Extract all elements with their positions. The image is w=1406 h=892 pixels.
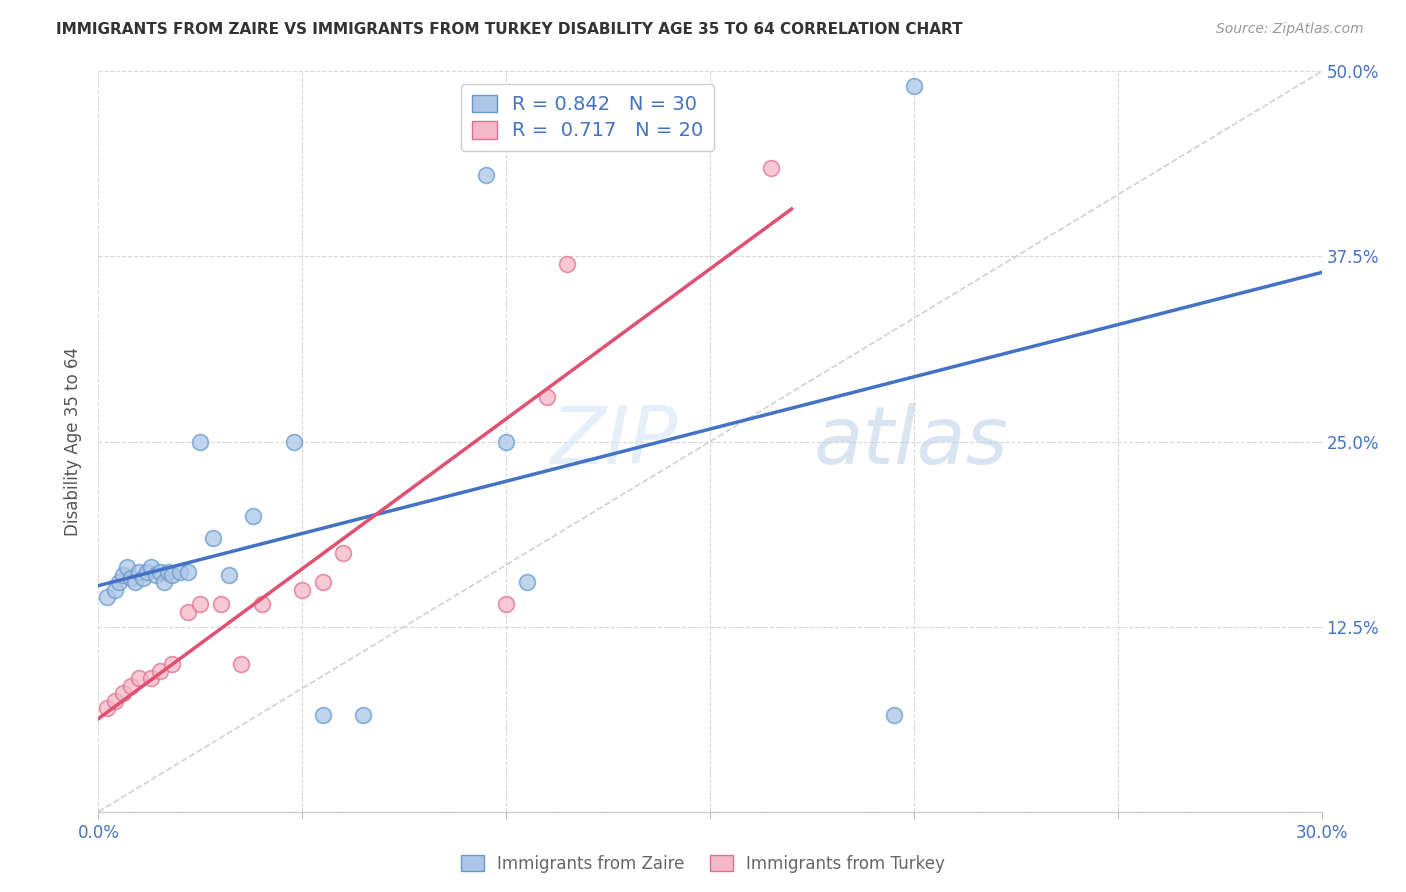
Point — [883, 708, 905, 723]
Point — [283, 434, 305, 449]
Point — [160, 567, 183, 582]
Point — [120, 571, 142, 585]
Point — [495, 434, 517, 449]
Point — [108, 575, 131, 590]
Point — [332, 546, 354, 560]
Point — [209, 598, 232, 612]
Point — [156, 565, 179, 579]
Point — [761, 161, 783, 175]
Point — [152, 575, 174, 590]
Point — [536, 390, 558, 404]
Point — [188, 598, 212, 612]
Point — [188, 434, 212, 449]
Point — [141, 560, 163, 574]
Text: ZIP: ZIP — [551, 402, 678, 481]
Point — [132, 571, 155, 585]
Point — [149, 664, 172, 678]
Point — [312, 575, 335, 590]
Point — [128, 565, 150, 579]
Text: atlas: atlas — [814, 402, 1008, 481]
Point — [177, 605, 200, 619]
Point — [312, 708, 335, 723]
Point — [242, 508, 264, 523]
Point — [250, 598, 273, 612]
Point — [516, 575, 538, 590]
Point — [145, 567, 167, 582]
Point — [111, 686, 134, 700]
Point — [124, 575, 146, 590]
Point — [104, 694, 127, 708]
Point — [149, 565, 172, 579]
Text: Source: ZipAtlas.com: Source: ZipAtlas.com — [1216, 22, 1364, 37]
Point — [115, 560, 138, 574]
Point — [291, 582, 314, 597]
Point — [201, 531, 224, 545]
Legend: Immigrants from Zaire, Immigrants from Turkey: Immigrants from Zaire, Immigrants from T… — [454, 848, 952, 880]
Point — [141, 672, 163, 686]
Point — [160, 657, 183, 671]
Text: IMMIGRANTS FROM ZAIRE VS IMMIGRANTS FROM TURKEY DISABILITY AGE 35 TO 64 CORRELAT: IMMIGRANTS FROM ZAIRE VS IMMIGRANTS FROM… — [56, 22, 963, 37]
Point — [111, 567, 134, 582]
Point — [218, 567, 240, 582]
Point — [96, 590, 118, 604]
Point — [104, 582, 127, 597]
Point — [169, 565, 191, 579]
Point — [903, 79, 925, 94]
Point — [120, 679, 142, 693]
Point — [231, 657, 253, 671]
Y-axis label: Disability Age 35 to 64: Disability Age 35 to 64 — [65, 347, 83, 536]
Point — [96, 701, 118, 715]
Point — [352, 708, 374, 723]
Point — [177, 565, 200, 579]
Point — [555, 257, 579, 271]
Point — [128, 672, 150, 686]
Point — [495, 598, 517, 612]
Point — [136, 565, 159, 579]
Point — [474, 168, 498, 182]
Legend: R = 0.842   N = 30, R =  0.717   N = 20: R = 0.842 N = 30, R = 0.717 N = 20 — [461, 84, 714, 151]
